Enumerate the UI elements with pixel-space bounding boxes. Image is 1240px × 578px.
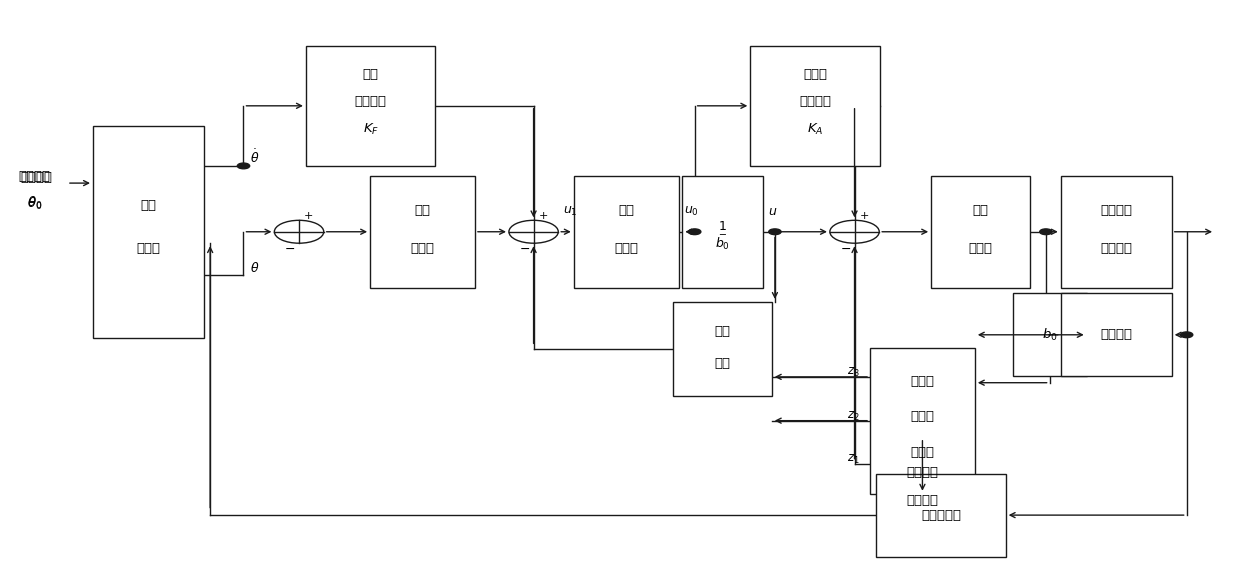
Text: 光电编码器: 光电编码器 [921,509,961,521]
Text: $K_F$: $K_F$ [362,123,378,138]
Text: 抑制: 抑制 [714,357,730,370]
Text: −: − [285,242,295,255]
Text: $\theta_0$: $\theta_0$ [27,195,43,211]
Text: 线性扩: 线性扩 [910,375,935,388]
Text: 饱和: 饱和 [714,325,730,339]
Text: 模型参数: 模型参数 [906,494,939,507]
Circle shape [274,220,324,243]
Bar [306,46,435,166]
Circle shape [1180,332,1193,338]
Text: 驱动器: 驱动器 [968,242,992,255]
Text: $\dot{\theta}$: $\dot{\theta}$ [249,149,259,166]
Circle shape [688,229,701,235]
Text: $1$: $1$ [718,220,727,232]
Bar [682,176,763,288]
Text: 速度: 速度 [619,203,634,217]
Bar [877,473,1006,557]
Text: 控制律: 控制律 [410,242,434,255]
Text: 跟踪: 跟踪 [140,199,156,213]
Text: 微分器: 微分器 [136,242,160,255]
Text: 观测器: 观测器 [910,446,935,459]
Text: +: + [859,212,869,221]
Bar [1060,293,1172,376]
Text: 位置指令: 位置指令 [20,171,52,184]
Bar [574,176,678,288]
Text: 扫描框架: 扫描框架 [1100,242,1132,255]
Circle shape [830,220,879,243]
Text: 前馈系数: 前馈系数 [355,95,387,108]
Bar [1060,176,1172,288]
Text: $u_1$: $u_1$ [563,205,578,218]
Circle shape [769,229,781,235]
Text: 加速度: 加速度 [804,68,827,81]
Bar [870,348,975,494]
Text: $z_1$: $z_1$ [847,453,861,466]
Text: 位置: 位置 [414,203,430,217]
Circle shape [508,220,558,243]
Text: $z_3$: $z_3$ [847,366,861,379]
Text: 张状态: 张状态 [910,410,935,423]
Circle shape [1039,229,1052,235]
Bar [750,46,880,166]
Text: 控制律: 控制律 [614,242,639,255]
Bar [370,176,475,288]
Text: 速率陀螺: 速率陀螺 [1100,328,1132,341]
Text: $\theta$: $\theta$ [249,261,259,275]
Text: $\theta_0$: $\theta_0$ [27,196,43,212]
Text: +: + [304,212,314,221]
Text: 功率: 功率 [972,203,988,217]
Bar [93,126,205,338]
Text: $K_A$: $K_A$ [807,123,823,138]
Bar [931,176,1030,288]
Text: 部分已知: 部分已知 [906,466,939,479]
Circle shape [237,163,249,169]
Text: 补偿系数: 补偿系数 [799,95,831,108]
Text: −: − [520,242,529,255]
Text: 位置指令: 位置指令 [19,170,51,183]
Text: 航空相机: 航空相机 [1100,203,1132,217]
Text: ─: ─ [719,229,725,240]
Text: $z_2$: $z_2$ [847,410,861,423]
Text: $b_0$: $b_0$ [1042,327,1058,343]
Text: $u$: $u$ [768,205,777,218]
Text: −: − [841,242,851,255]
Text: $b_0$: $b_0$ [715,236,730,253]
Text: 速度: 速度 [362,68,378,81]
Text: +: + [538,212,548,221]
Bar [1013,293,1086,376]
Text: $u_0$: $u_0$ [683,205,698,218]
Bar [673,302,771,397]
